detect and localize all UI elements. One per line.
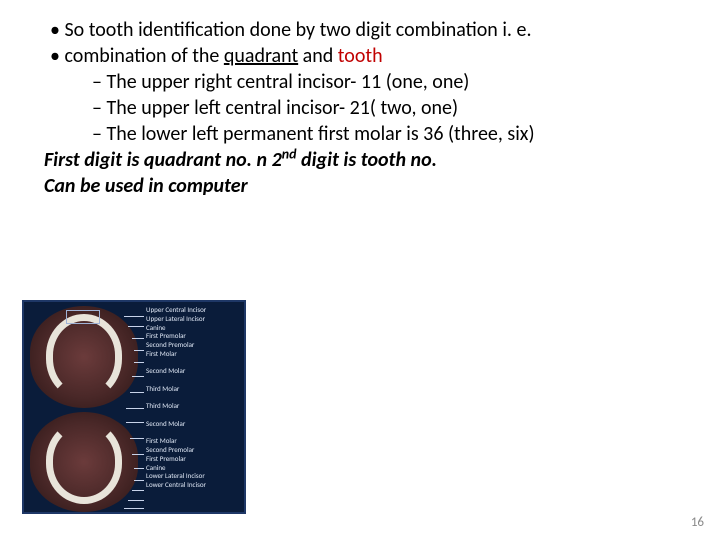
leader-line [124,508,144,509]
leader-line [130,438,144,439]
conclusion-line: Can be used in computer [44,173,698,199]
leader-line [134,468,144,469]
tooth-word: tooth [338,44,383,68]
conclude-sup: nd [282,146,297,163]
tooth-label [146,359,244,368]
tooth-label: First Premolar [146,455,244,464]
leader-line [128,326,144,327]
tooth-label: Third Molar [146,402,244,411]
bullet-level2: The upper right central incisor- 11 (one… [92,69,698,95]
tooth-label: Upper Central Incisor [146,306,244,315]
tooth-label: Third Molar [146,385,244,394]
bullet-level1: combination of the quadrant and tooth [50,44,698,70]
tooth-label: Second Molar [146,367,244,376]
label-column: Upper Central IncisorUpper Lateral Incis… [146,306,244,490]
bullet-text: combination of the [64,44,223,68]
tooth-label: First Molar [146,437,244,446]
tooth-label: Lower Central Incisor [146,481,244,490]
lower-mouth [30,412,138,512]
page-number: 16 [691,515,704,530]
conclude-part: digit is tooth no. [297,148,437,172]
leader-line [132,490,144,491]
highlight-box [66,310,100,324]
bullet-level2: The lower left permanent first molar is … [92,121,698,147]
tooth-label [146,429,244,438]
tooth-label: Canine [146,464,244,473]
tooth-label [146,394,244,403]
leader-line [132,376,144,377]
tooth-label: First Molar [146,350,244,359]
leader-line [134,362,144,363]
tooth-label: First Premolar [146,332,244,341]
leader-line [126,422,144,423]
leader-line [134,350,144,351]
lower-teeth-arch [46,420,122,504]
leader-line [132,454,144,455]
leader-line [134,480,144,481]
upper-teeth-arch [46,314,122,400]
bullet-text: and [298,44,338,68]
tooth-label: Lower Lateral Incisor [146,472,244,481]
leader-line [130,392,144,393]
tooth-label: Second Premolar [146,341,244,350]
leader-line [126,408,144,409]
conclude-part: First digit is quadrant no. n 2 [44,148,282,172]
tooth-label: Second Premolar [146,446,244,455]
tooth-label: Upper Lateral Incisor [146,315,244,324]
quadrant-word: quadrant [224,44,298,68]
bullet-level2: The upper left central incisor- 21( two,… [92,95,698,121]
tooth-label: Second Molar [146,420,244,429]
tooth-label [146,411,244,420]
slide-content: So tooth identification done by two digi… [0,0,720,199]
leader-line [128,500,144,501]
bullet-level1: So tooth identification done by two digi… [50,18,698,44]
tooth-label [146,376,244,385]
conclusion-line: First digit is quadrant no. n 2nd digit … [44,147,698,173]
leader-line [124,316,144,317]
teeth-diagram: Upper Central IncisorUpper Lateral Incis… [22,300,246,514]
leader-line [132,338,144,339]
tooth-label: Canine [146,324,244,333]
